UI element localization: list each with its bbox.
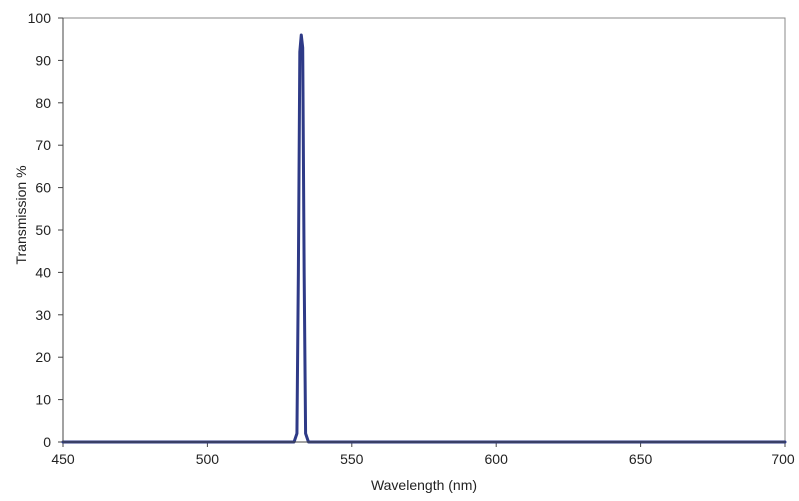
x-tick-label: 650	[629, 451, 653, 467]
x-tick-label: 600	[485, 451, 509, 467]
y-tick-label: 80	[35, 95, 51, 111]
y-tick-label: 50	[35, 222, 51, 238]
y-tick-label: 60	[35, 180, 51, 196]
series-line-0	[61, 33, 787, 444]
x-axis-ticks: 450 500 550 600 650 700	[51, 442, 795, 467]
y-tick-label: 100	[28, 10, 52, 26]
y-tick-label: 20	[35, 349, 51, 365]
y-tick-label: 90	[35, 52, 51, 68]
y-tick-label: 40	[35, 264, 51, 280]
y-tick-label: 0	[43, 434, 51, 450]
plot-area	[62, 17, 786, 443]
y-axis-ticks: 0 10 20 30 40 50 60 70 80 90 100	[28, 10, 63, 450]
x-tick-label: 500	[196, 451, 220, 467]
y-tick-label: 10	[35, 392, 51, 408]
x-axis-title: Wavelength (nm)	[371, 477, 477, 493]
y-tick-label: 70	[35, 137, 51, 153]
x-tick-label: 700	[771, 451, 795, 467]
series-layer	[61, 33, 787, 444]
x-tick-label: 450	[51, 451, 75, 467]
y-tick-label: 30	[35, 307, 51, 323]
y-axis-title: Transmission %	[13, 165, 29, 264]
x-tick-label: 550	[340, 451, 364, 467]
